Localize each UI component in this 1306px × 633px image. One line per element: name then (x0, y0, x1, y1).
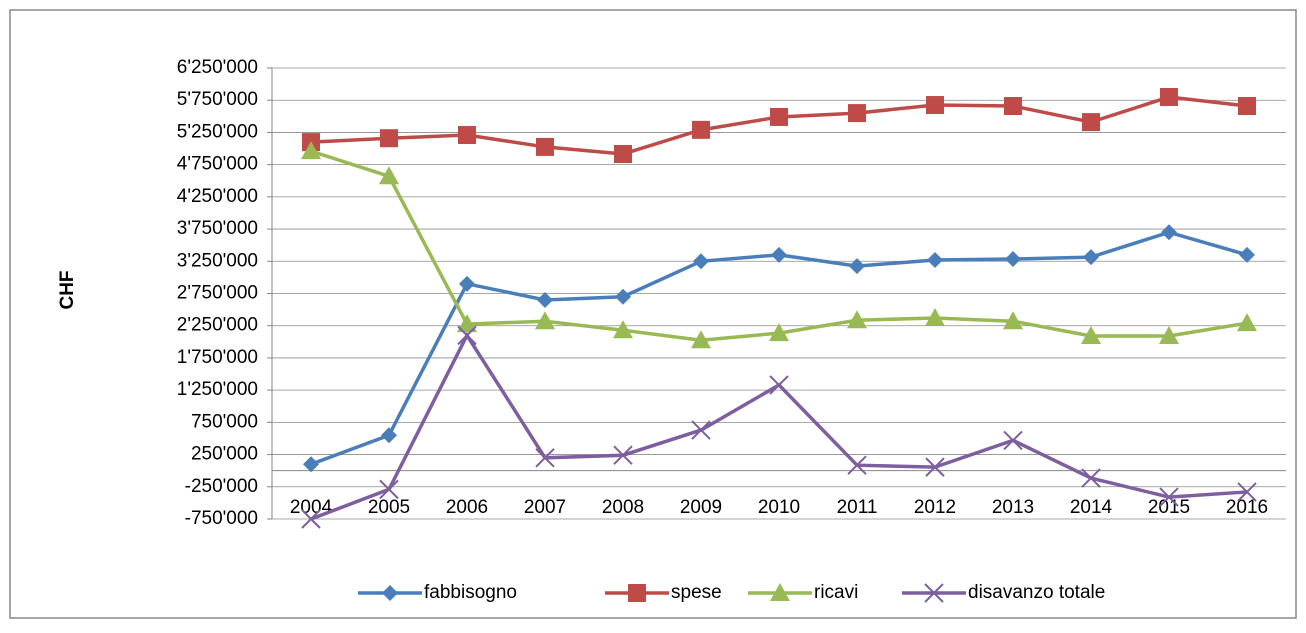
marker (379, 479, 399, 500)
marker (1004, 97, 1022, 116)
x-tick-label: 2016 (1226, 497, 1268, 518)
marker (1005, 251, 1021, 268)
marker (849, 258, 865, 275)
marker (1160, 87, 1178, 106)
marker (459, 275, 475, 292)
marker (1159, 326, 1179, 345)
marker (535, 311, 555, 330)
marker (925, 457, 945, 477)
marker (926, 96, 944, 115)
marker (769, 323, 789, 342)
y-tick-label: 2'250'000 (177, 315, 258, 336)
x-tick-label: 2014 (1070, 497, 1113, 518)
chart-border (9, 9, 1297, 619)
marker (1161, 224, 1177, 241)
y-tick-label: -250'000 (185, 476, 258, 497)
y-tick-label: 2'750'000 (177, 283, 258, 304)
marker (457, 314, 477, 333)
x-tick-label: 2010 (758, 497, 800, 518)
marker (381, 427, 397, 444)
y-tick-label: 1'250'000 (177, 379, 258, 400)
marker (847, 310, 867, 329)
marker (1083, 249, 1099, 266)
marker (1003, 430, 1023, 451)
marker (457, 325, 477, 346)
legend-label: spese (671, 582, 722, 603)
marker (301, 509, 321, 529)
marker (925, 307, 945, 326)
y-axis-label: CHF (57, 270, 78, 309)
marker (613, 320, 633, 339)
marker (848, 104, 866, 123)
legend-marker (770, 583, 790, 601)
marker (614, 145, 632, 164)
x-tick-label: 2011 (837, 497, 878, 518)
marker (1237, 313, 1257, 332)
x-tick-label: 2005 (368, 497, 410, 518)
legend-label: ricavi (814, 582, 858, 603)
y-tick-label: 5'250'000 (177, 121, 258, 142)
y-tick-label: 6'250'000 (177, 57, 258, 78)
marker (1239, 246, 1255, 263)
x-tick-label: 2012 (914, 497, 956, 518)
marker (303, 456, 319, 473)
marker (927, 251, 943, 268)
x-tick-label: 2009 (680, 497, 722, 518)
marker (379, 166, 399, 185)
marker (537, 291, 553, 308)
legend-marker (382, 585, 398, 601)
y-tick-label: 750'000 (191, 411, 258, 432)
x-tick-label: 2006 (446, 497, 488, 518)
marker (1238, 97, 1256, 116)
legend-marker (628, 584, 646, 602)
marker (691, 330, 711, 349)
marker (535, 448, 555, 468)
marker (769, 375, 789, 395)
marker (1081, 326, 1101, 345)
marker (770, 107, 788, 126)
marker (1081, 468, 1101, 488)
marker (1237, 482, 1257, 502)
marker (693, 253, 709, 270)
x-tick-label: 2015 (1148, 497, 1190, 518)
marker (301, 141, 321, 160)
x-tick-label: 2004 (290, 497, 333, 518)
x-tick-label: 2007 (524, 497, 566, 518)
x-tick-label: 2008 (602, 497, 644, 518)
marker (380, 129, 398, 148)
marker (771, 246, 787, 263)
y-tick-label: 250'000 (191, 444, 258, 465)
x-tick-label: 2013 (992, 497, 1034, 518)
marker (458, 126, 476, 145)
y-tick-label: 1'750'000 (177, 347, 258, 368)
legend-marker (924, 583, 944, 603)
marker (692, 120, 710, 139)
marker (1159, 487, 1179, 507)
marker (847, 455, 867, 475)
marker (613, 445, 633, 465)
marker (536, 137, 554, 156)
y-tick-label: 5'750'000 (177, 89, 258, 110)
y-tick-label: 4'250'000 (177, 186, 258, 207)
y-tick-label: -750'000 (185, 508, 258, 529)
marker (1003, 311, 1023, 330)
y-tick-label: 3'250'000 (177, 250, 258, 271)
marker (691, 420, 711, 440)
legend-label: disavanzo totale (968, 582, 1105, 603)
marker (1082, 113, 1100, 132)
y-tick-label: 4'750'000 (177, 154, 258, 175)
legend-label: fabbisogno (424, 582, 517, 603)
marker (615, 288, 631, 305)
y-tick-label: 3'750'000 (177, 218, 258, 239)
